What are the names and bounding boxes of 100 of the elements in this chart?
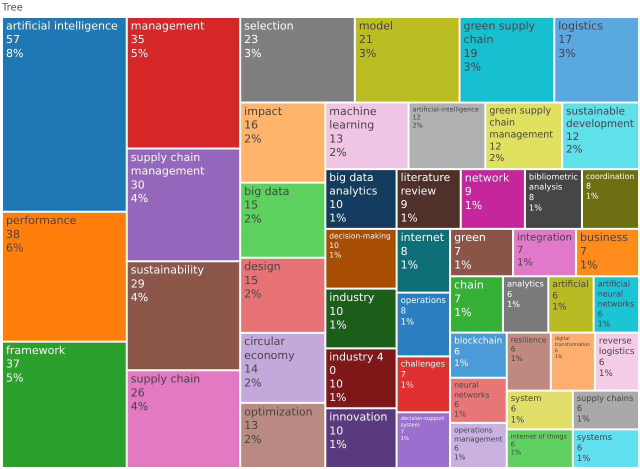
category-label: framework — [6, 344, 66, 357]
text: 1% — [598, 369, 613, 380]
data-label: 14 — [244, 362, 258, 376]
data-label: 6 — [598, 309, 603, 318]
data-label: 17 — [558, 33, 572, 46]
data-label: 35 — [130, 33, 145, 46]
category-label: systems — [576, 432, 613, 443]
category-label: big data — [244, 184, 290, 198]
text: 2% — [566, 144, 582, 156]
data-label: 26 — [130, 386, 145, 400]
text: 5% — [6, 371, 24, 384]
data-label: 7 — [400, 368, 406, 379]
text: 1% — [454, 306, 472, 320]
text: 1% — [400, 258, 418, 272]
text: 4% — [130, 400, 148, 414]
category-label: integration — [517, 232, 572, 244]
category-label: design — [244, 260, 281, 274]
text: 2% — [329, 146, 347, 160]
category-label: logistics — [558, 19, 604, 32]
data-label: 10 — [329, 198, 344, 212]
data-label: 15 — [244, 198, 258, 212]
data-label: 9 — [464, 185, 472, 198]
text: 1% — [400, 379, 414, 390]
text: 1% — [400, 317, 414, 328]
category-label: internet — [400, 231, 445, 244]
text: 3% — [558, 46, 576, 60]
text: 1% — [464, 198, 482, 212]
category-label: green — [454, 231, 486, 244]
data-label: 12 — [566, 130, 580, 143]
data-label: 7 — [454, 244, 462, 258]
data-label: 12 — [489, 141, 502, 152]
text: 1% — [510, 415, 524, 426]
category-label: artificial intelligence — [6, 19, 118, 32]
text: 1% — [528, 202, 542, 212]
category-label: green supply chain management — [489, 106, 554, 140]
category-label: machine learning — [329, 104, 377, 132]
category-label: operations — [400, 296, 446, 306]
data-label: 13 — [329, 132, 344, 146]
category-label: industry — [329, 291, 375, 304]
data-label: 9 — [400, 198, 408, 212]
data-label: 10 — [329, 377, 344, 390]
text: 2% — [244, 432, 262, 446]
category-label: supply chain management — [130, 150, 206, 178]
category-label: literature review — [400, 171, 451, 198]
text: 3% — [244, 46, 262, 60]
text: 3% — [464, 60, 481, 74]
category-label: supply chains — [576, 392, 634, 403]
category-label: sustainability — [130, 264, 204, 277]
text: 1% — [598, 319, 610, 328]
text: 1% — [580, 258, 598, 272]
category-label: selection — [244, 19, 294, 32]
text: 1% — [552, 302, 567, 313]
data-label: 23 — [244, 33, 258, 46]
category-label: artificial neural networks — [598, 279, 634, 308]
data-label: 6 — [454, 348, 460, 358]
text: 2% — [244, 288, 262, 301]
text: 2% — [244, 376, 262, 390]
data-label: 15 — [244, 274, 258, 287]
text: 1% — [329, 318, 347, 332]
category-label: sustainable development — [566, 105, 634, 130]
data-label: 7 — [580, 244, 588, 258]
data-label: 29 — [130, 277, 145, 290]
text: 1% — [506, 299, 520, 310]
category-label: analytics — [506, 278, 544, 289]
text: 1% — [576, 454, 590, 464]
category-label: industry 4 0 — [329, 350, 384, 378]
text: 1% — [517, 257, 533, 268]
text: 2% — [244, 212, 262, 226]
text: 4% — [130, 192, 148, 206]
text: 1% — [329, 438, 347, 452]
category-label: artificial — [552, 280, 589, 290]
category-label: management — [130, 19, 206, 32]
category-label: challenges — [400, 358, 445, 369]
category-label: reverse logistics — [598, 336, 635, 358]
data-label: 6 — [576, 403, 582, 414]
category-label: blockchain — [454, 336, 502, 346]
text: 2% — [244, 132, 262, 146]
data-label: 10 — [329, 304, 344, 318]
category-label: impact — [244, 104, 283, 118]
text: 5% — [130, 46, 148, 60]
category-label: supply chain — [130, 372, 200, 386]
data-label: 8 — [528, 192, 534, 202]
category-label: system — [510, 394, 542, 404]
data-label: 16 — [244, 118, 258, 132]
text: Tree — [1, 2, 23, 14]
data-label: 8 — [400, 244, 408, 258]
text: 3% — [358, 46, 376, 60]
category-label: optimization — [244, 405, 313, 418]
data-label: 8 — [400, 306, 406, 317]
category-label: bibliometric analysis — [528, 171, 578, 192]
text: 1% — [329, 212, 346, 225]
data-label: 37 — [6, 358, 20, 371]
data-label: 6 — [576, 443, 582, 454]
category-label: performance — [6, 214, 77, 228]
text: 1% — [329, 390, 346, 404]
category-label: big data analytics — [329, 171, 378, 198]
category-label: model — [358, 19, 394, 32]
data-label: 10 — [329, 424, 344, 438]
data-label: 19 — [464, 46, 478, 60]
category-label: green supply chain — [464, 19, 536, 46]
